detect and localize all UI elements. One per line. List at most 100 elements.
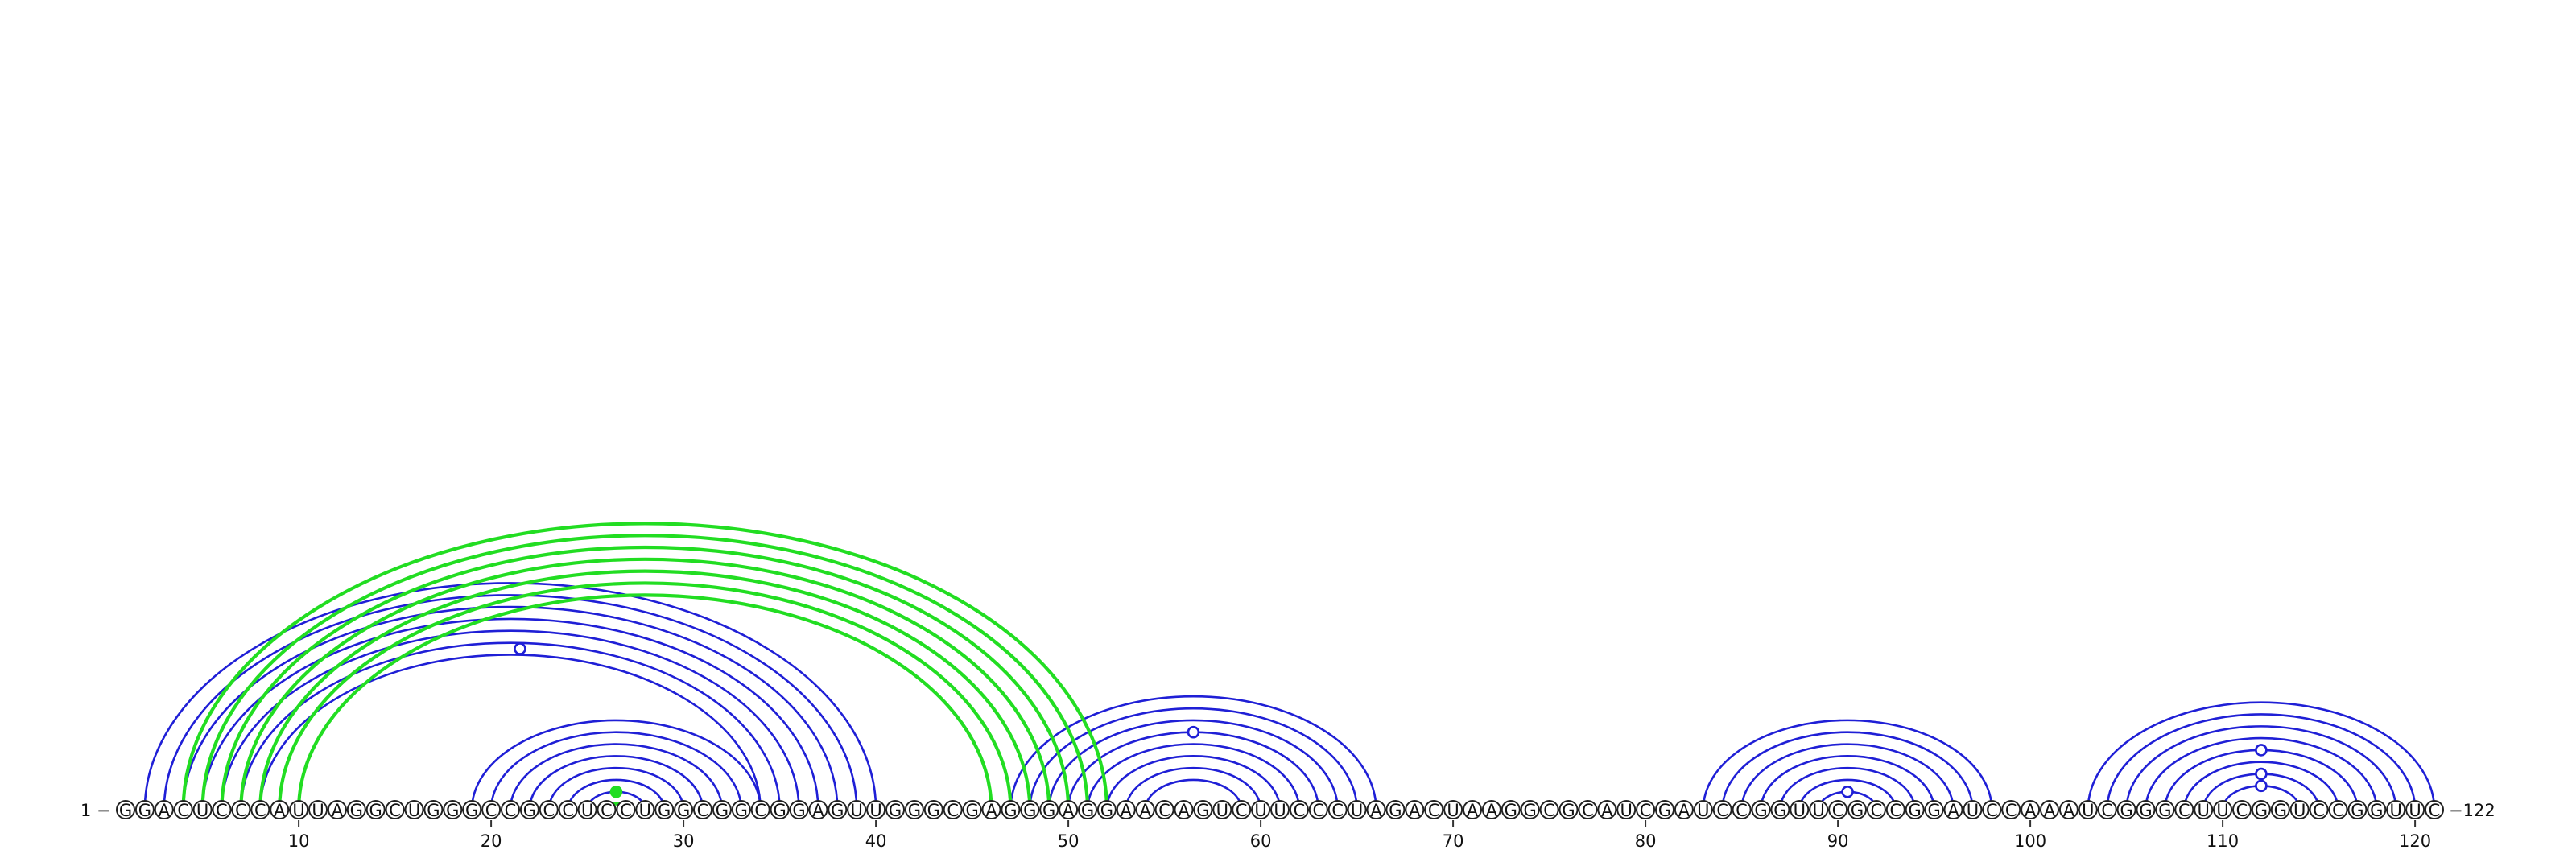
nucleotide-letter: U [1351, 801, 1363, 820]
base-pair-arc [1105, 755, 1282, 811]
nucleotide: G [1193, 800, 1213, 820]
nucleotide-circle [2194, 800, 2214, 819]
nucleotide-letter: U [196, 801, 208, 820]
nucleotide-circle [847, 800, 867, 819]
nucleotide: G [923, 800, 943, 820]
nucleotide-circle [212, 800, 232, 819]
nucleotide: G [1001, 800, 1021, 820]
arc-marker [514, 642, 526, 655]
nucleotide-circle [674, 800, 694, 819]
nucleotide-letter: U [2216, 801, 2228, 820]
nucleotide: U [1809, 800, 1829, 820]
nucleotide-circle [1866, 800, 1886, 819]
nucleotide: C [250, 800, 270, 820]
nucleotide-circle [597, 800, 617, 819]
nucleotide-letter: A [1140, 801, 1152, 820]
nucleotide: G [2116, 800, 2136, 820]
nucleotide: G [443, 800, 463, 820]
nucleotide-circle [1116, 800, 1136, 819]
alternative-pair-arc [200, 534, 1090, 811]
nucleotide: G [365, 800, 386, 820]
nucleotide-letter: C [485, 801, 497, 820]
nucleotide-circle [2040, 800, 2059, 819]
nucleotide: C [1327, 800, 1348, 820]
position-ticks: 10 20 30 40 50 60 70 80 90 100 110 120 [288, 820, 2431, 851]
nucleotide-letter: G [2351, 801, 2363, 820]
nucleotide: C [1712, 800, 1732, 820]
nucleotide-letter: U [1216, 801, 1228, 820]
base-pair-arc [163, 594, 858, 811]
nucleotide: G [1501, 800, 1521, 820]
nucleotide-letter: C [1312, 801, 1324, 820]
nucleotide: A [1366, 800, 1386, 820]
alternative-pair-arc [239, 557, 1051, 811]
nucleotide-letter: A [1947, 801, 1959, 820]
nucleotide-letter: C [620, 801, 632, 820]
nucleotide-letter: A [812, 801, 824, 820]
nucleotide-circle [1385, 800, 1406, 819]
nucleotide-circle [308, 800, 328, 819]
nucleotide-circle [731, 800, 751, 819]
nucleotide-circle [2270, 800, 2290, 819]
nucleotide: G [712, 800, 732, 820]
nucleotide-letter: C [1236, 801, 1248, 820]
nucleotide-letter: A [1178, 801, 1190, 820]
nucleotide: C [1424, 800, 1444, 820]
nucleotide-circle [2328, 800, 2348, 819]
nucleotide-letter: A [1063, 801, 1075, 820]
nucleotide: A [981, 800, 1001, 820]
base-pair-arc [2125, 725, 2397, 811]
nucleotide: C [1154, 800, 1174, 820]
nucleotide-letter: G [908, 801, 921, 820]
nucleotide: C [1539, 800, 1559, 820]
tick-label: 70 [1443, 831, 1464, 851]
base-pair-arc [1798, 778, 1897, 811]
nucleotide: U [1270, 800, 1290, 820]
nucleotide-letter: C [1871, 801, 1883, 820]
nucleotide: G [770, 800, 790, 820]
nucleotide: C [501, 800, 520, 820]
nucleotide: U [1963, 800, 1983, 820]
nucleotide-letter: A [1601, 801, 1613, 820]
tick-label: 50 [1058, 831, 1080, 851]
nucleotide: U [2289, 800, 2310, 820]
nucleotide-circle [1193, 800, 1213, 819]
nucleotide: C [173, 800, 193, 820]
tick-label: 120 [2399, 831, 2431, 851]
nucleotide-circle [1982, 800, 2002, 819]
nucleotide-circle [1251, 800, 1271, 819]
nucleotide-letter: G [2120, 801, 2132, 820]
nucleotide-circle [443, 800, 463, 819]
nucleotide-circle [501, 800, 520, 819]
nucleotide-circle [1558, 800, 1579, 819]
nucleotide: G [2155, 800, 2175, 820]
nucleotide-circle [231, 800, 251, 819]
nucleotide-circle [1751, 800, 1771, 819]
nucleotide: C [2232, 800, 2252, 820]
nucleotide-circle [2174, 800, 2194, 819]
arc-marker [1841, 785, 1854, 798]
nucleotide-circle [1366, 800, 1386, 819]
nucleotide-letter: C [1716, 801, 1728, 820]
nucleotide-letter: U [2198, 801, 2210, 820]
nucleotide-letter: G [1927, 801, 1940, 820]
nucleotide-letter: C [2101, 801, 2113, 820]
tick-label: 90 [1827, 831, 1849, 851]
nucleotide-letter: A [1121, 801, 1133, 820]
base-pair-arc [259, 654, 762, 811]
nucleotide: C [385, 800, 405, 820]
tick-label: 100 [2014, 831, 2046, 851]
base-pair-arc [1009, 695, 1377, 811]
base-pair-arc [547, 766, 685, 811]
nucleotide-letter: G [1658, 801, 1671, 820]
nucleotide: G [962, 800, 982, 820]
tick-label: 60 [1250, 831, 1272, 851]
nucleotide-circle [981, 800, 1001, 819]
nucleotide: C [1982, 800, 2002, 820]
green-arc-group [181, 522, 1108, 811]
nucleotide: G [346, 800, 366, 820]
nucleotide-circle [654, 800, 675, 819]
base-pair-arc [2183, 761, 2339, 811]
